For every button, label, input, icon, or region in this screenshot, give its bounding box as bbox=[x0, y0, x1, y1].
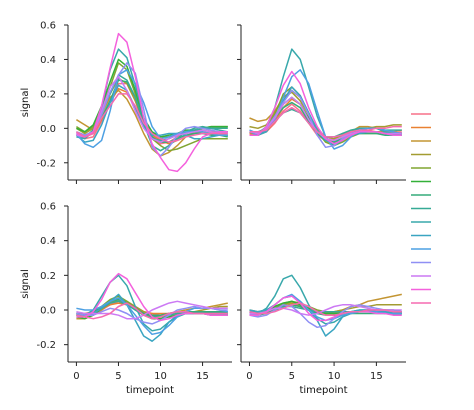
facet-panel-2 bbox=[237, 24, 406, 184]
y-tick-label: 0.4 bbox=[40, 55, 56, 66]
y-tick-label: 0.0 bbox=[40, 306, 56, 317]
x-tick-label: 5 bbox=[115, 371, 121, 382]
series-line-14 bbox=[249, 295, 402, 322]
series-line-15 bbox=[249, 106, 402, 138]
x-tick-label: 5 bbox=[289, 371, 295, 382]
series-line-10 bbox=[75, 84, 228, 143]
y-tick-label: 0.2 bbox=[40, 271, 56, 282]
y-tick-label: 0.0 bbox=[40, 124, 56, 135]
series-line-12 bbox=[249, 304, 402, 329]
x-axis-label: timepoint bbox=[299, 385, 347, 396]
y-tick-label: 0.4 bbox=[40, 236, 56, 247]
x-tick-label: 15 bbox=[370, 371, 383, 382]
series-line-10 bbox=[249, 295, 402, 337]
x-tick-label: 0 bbox=[246, 371, 252, 382]
series-line-15 bbox=[76, 93, 228, 143]
series-line-12 bbox=[76, 62, 228, 157]
y-tick-label: 0.6 bbox=[40, 202, 56, 213]
series-line-15 bbox=[249, 302, 402, 316]
y-tick-label: 0.2 bbox=[40, 89, 56, 100]
y-tick-label: 0.6 bbox=[40, 21, 56, 32]
x-tick-label: 10 bbox=[154, 371, 167, 382]
y-tick-label: -0.2 bbox=[36, 158, 56, 169]
x-tick-label: 0 bbox=[73, 371, 79, 382]
facet-panel-3: -0.2 0.0 0.2 0.4 0.6 0 5 10 15 signal timepoint bbox=[20, 202, 232, 396]
series-line-11 bbox=[75, 69, 228, 149]
y-axis-label: signal bbox=[20, 269, 31, 299]
x-tick-label: 10 bbox=[328, 371, 341, 382]
series-line-13 bbox=[76, 300, 228, 320]
y-axis-label: signal bbox=[20, 88, 31, 118]
series-line-14 bbox=[249, 70, 402, 145]
facet-panel-1: -0.2 0.0 0.2 0.4 0.6 signal bbox=[20, 21, 232, 184]
legend bbox=[411, 113, 431, 304]
facet-panel-4: 0 5 10 15 timepoint bbox=[237, 205, 406, 396]
x-axis-label: timepoint bbox=[126, 385, 174, 396]
x-tick-label: 15 bbox=[196, 371, 209, 382]
series-line-13 bbox=[76, 75, 228, 143]
y-tick-label: -0.2 bbox=[36, 340, 56, 351]
series-line-15 bbox=[76, 302, 228, 320]
series-line-14 bbox=[76, 32, 228, 173]
series-line-12 bbox=[76, 305, 228, 325]
